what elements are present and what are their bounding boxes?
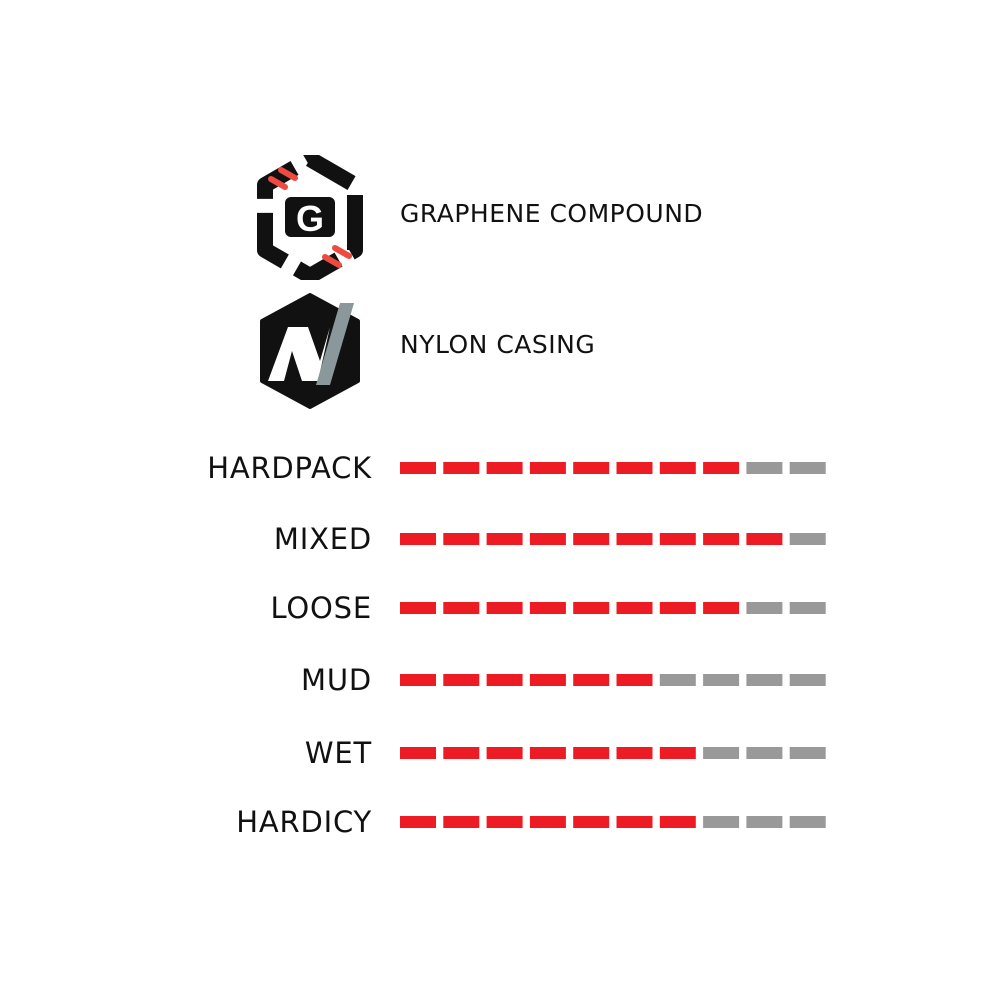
rating-segment-filled-hardicy [400, 816, 436, 828]
rating-segment-filled-loose [486, 602, 523, 614]
rating-segment-filled-mud [573, 674, 610, 686]
rating-segment-filled-hardicy [486, 816, 523, 828]
rating-segment-empty-hardicy [789, 816, 826, 828]
rating-segment-filled-hardpack [400, 462, 436, 474]
rating-segment-empty-wet [703, 747, 740, 759]
category-label-wet: WET [304, 736, 372, 770]
rating-segment-filled-mud [400, 674, 436, 686]
rating-segment-filled-mixed [616, 533, 653, 545]
rating-segment-filled-hardicy [529, 816, 566, 828]
rating-segment-filled-loose [529, 602, 566, 614]
rating-segment-filled-wet [529, 747, 566, 759]
category-label-mixed: MIXED [273, 522, 372, 556]
rating-segment-filled-mud [486, 674, 523, 686]
rating-segment-empty-mud [746, 674, 783, 686]
rating-segment-empty-hardicy [746, 816, 783, 828]
rating-segment-empty-loose [789, 602, 826, 614]
rating-segment-filled-hardpack [703, 462, 740, 474]
rating-segment-filled-hardpack [616, 462, 653, 474]
rating-segment-empty-loose [746, 602, 783, 614]
rating-segment-filled-loose [659, 602, 696, 614]
rating-segment-filled-mixed [486, 533, 523, 545]
rating-segment-filled-hardicy [443, 816, 480, 828]
category-label-hardpack: HARDPACK [207, 451, 372, 485]
rating-segment-filled-loose [616, 602, 653, 614]
rating-segment-filled-hardpack [573, 462, 610, 474]
rating-segment-filled-wet [616, 747, 653, 759]
feature-label-graphene: GRAPHENE COMPOUND [400, 199, 704, 228]
rating-segment-filled-mixed [703, 533, 740, 545]
feature-label-nylon: NYLON CASING [400, 330, 596, 359]
rating-segment-filled-wet [573, 747, 610, 759]
category-label-hardicy: HARDICY [236, 805, 372, 839]
rating-segment-empty-hardpack [789, 462, 826, 474]
rating-segment-filled-hardpack [486, 462, 523, 474]
rating-segment-filled-mixed [573, 533, 610, 545]
rating-segment-filled-hardicy [616, 816, 653, 828]
svg-text:G: G [296, 198, 324, 239]
rating-segment-filled-hardicy [659, 816, 696, 828]
rating-segment-empty-hardpack [746, 462, 783, 474]
rating-segment-filled-hardpack [529, 462, 566, 474]
category-label-mud: MUD [301, 663, 372, 697]
rating-segment-filled-hardicy [573, 816, 610, 828]
rating-segment-empty-mud [703, 674, 740, 686]
rating-segment-filled-hardpack [659, 462, 696, 474]
rating-segment-filled-mud [529, 674, 566, 686]
rating-segment-filled-mud [616, 674, 653, 686]
category-label-loose: LOOSE [270, 591, 372, 625]
rating-segment-filled-mixed [529, 533, 566, 545]
rating-segment-empty-mixed [789, 533, 826, 545]
rating-segment-empty-wet [789, 747, 826, 759]
rating-segment-filled-hardpack [443, 462, 480, 474]
rating-segment-filled-wet [659, 747, 696, 759]
rating-segment-filled-wet [400, 747, 436, 759]
rating-segment-filled-mixed [746, 533, 783, 545]
rating-segment-filled-mixed [400, 533, 436, 545]
rating-segment-filled-wet [486, 747, 523, 759]
rating-segment-filled-mixed [443, 533, 480, 545]
rating-segment-filled-wet [443, 747, 480, 759]
rating-segment-empty-mud [659, 674, 696, 686]
rating-segment-filled-mud [443, 674, 480, 686]
nylon-n-hexagon-icon [260, 293, 360, 409]
rating-segment-empty-wet [746, 747, 783, 759]
rating-segment-filled-mixed [659, 533, 696, 545]
rating-segment-filled-loose [443, 602, 480, 614]
rating-segment-filled-loose [573, 602, 610, 614]
rating-segment-filled-loose [400, 602, 436, 614]
rating-segment-filled-loose [703, 602, 740, 614]
graphene-g-hexagon-icon: G [257, 155, 363, 280]
rating-segment-empty-mud [789, 674, 826, 686]
rating-segment-empty-hardicy [703, 816, 740, 828]
